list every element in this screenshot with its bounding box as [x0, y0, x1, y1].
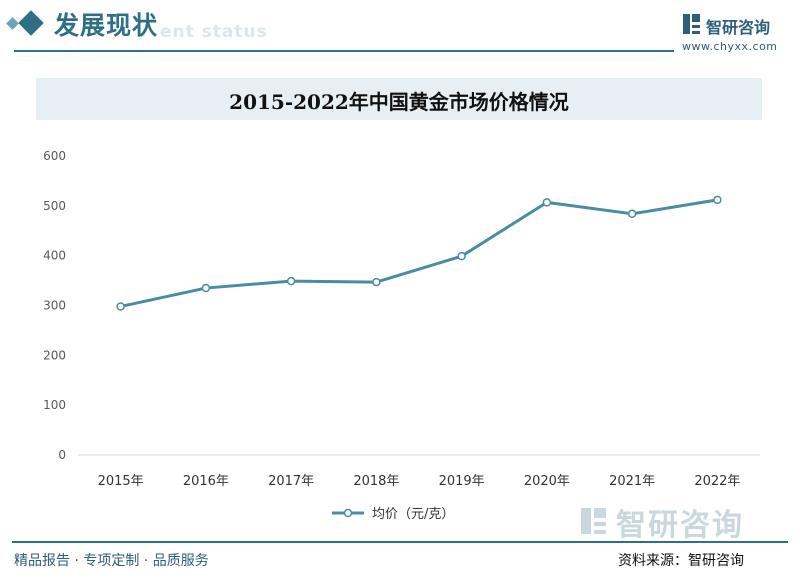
- x-tick-label: 2021年: [609, 474, 655, 489]
- watermark-logo-icon: [581, 508, 606, 534]
- brand-name: 智研咨询: [706, 18, 771, 37]
- data-point: [201, 283, 211, 293]
- y-tick-label: 500: [43, 199, 66, 213]
- footer-source: 资料来源：智研咨询: [618, 553, 744, 569]
- y-tick-label: 300: [43, 299, 66, 313]
- footer-slogan: 精品报告 · 专项定制 · 品质服务: [14, 553, 209, 569]
- y-tick-label: 200: [43, 348, 66, 362]
- header-divider: [14, 50, 674, 52]
- section-title: 发展现状: [54, 11, 159, 40]
- data-point: [542, 198, 552, 207]
- y-tick-label: 100: [43, 398, 66, 412]
- brand-logo-icon: [683, 14, 700, 34]
- diamond-icon: [18, 10, 44, 36]
- watermark-brand: 智研咨询: [616, 508, 744, 543]
- footer: 精品报告 · 专项定制 · 品质服务 资料来源：智研咨询: [0, 538, 800, 584]
- brand-url: www.chyxx.com: [682, 40, 778, 53]
- legend-marker: [343, 508, 353, 518]
- x-tick-label: 2017年: [268, 474, 314, 489]
- x-tick-label: 2022年: [694, 474, 740, 489]
- brand: 智研咨询 www.chyxx.com: [682, 12, 792, 53]
- header: ent status 发展现状 智研咨询 www.chyxx.com: [0, 0, 800, 60]
- diamond-small-icon: [6, 17, 19, 30]
- chart-title: 2015-2022年中国黄金市场价格情况: [229, 90, 569, 114]
- series-line: [119, 198, 719, 308]
- chart-title-band: 2015-2022年中国黄金市场价格情况: [36, 78, 762, 120]
- y-tick-label: 400: [43, 249, 66, 263]
- x-tick-label: 2020年: [524, 474, 570, 489]
- x-tick-label: 2019年: [439, 474, 485, 489]
- data-point: [627, 209, 637, 219]
- section-subtitle: ent status: [160, 22, 268, 42]
- x-tick-label: 2018年: [353, 474, 399, 489]
- x-tick-label: 2016年: [183, 474, 229, 489]
- data-point: [286, 276, 296, 286]
- data-point: [713, 195, 722, 205]
- x-tick-label: 2015年: [98, 474, 144, 489]
- line-chart: 0 100 200 300 400 500 600 2015年 2016年 2017年 2018年 2…: [43, 149, 760, 522]
- data-point: [457, 251, 466, 261]
- data-point: [372, 277, 381, 287]
- y-tick-label: 600: [43, 149, 66, 163]
- legend-label: 均价（元/克）: [372, 507, 454, 522]
- footer-divider: [12, 541, 788, 543]
- y-tick-label: 0: [58, 448, 66, 462]
- data-point: [116, 302, 125, 311]
